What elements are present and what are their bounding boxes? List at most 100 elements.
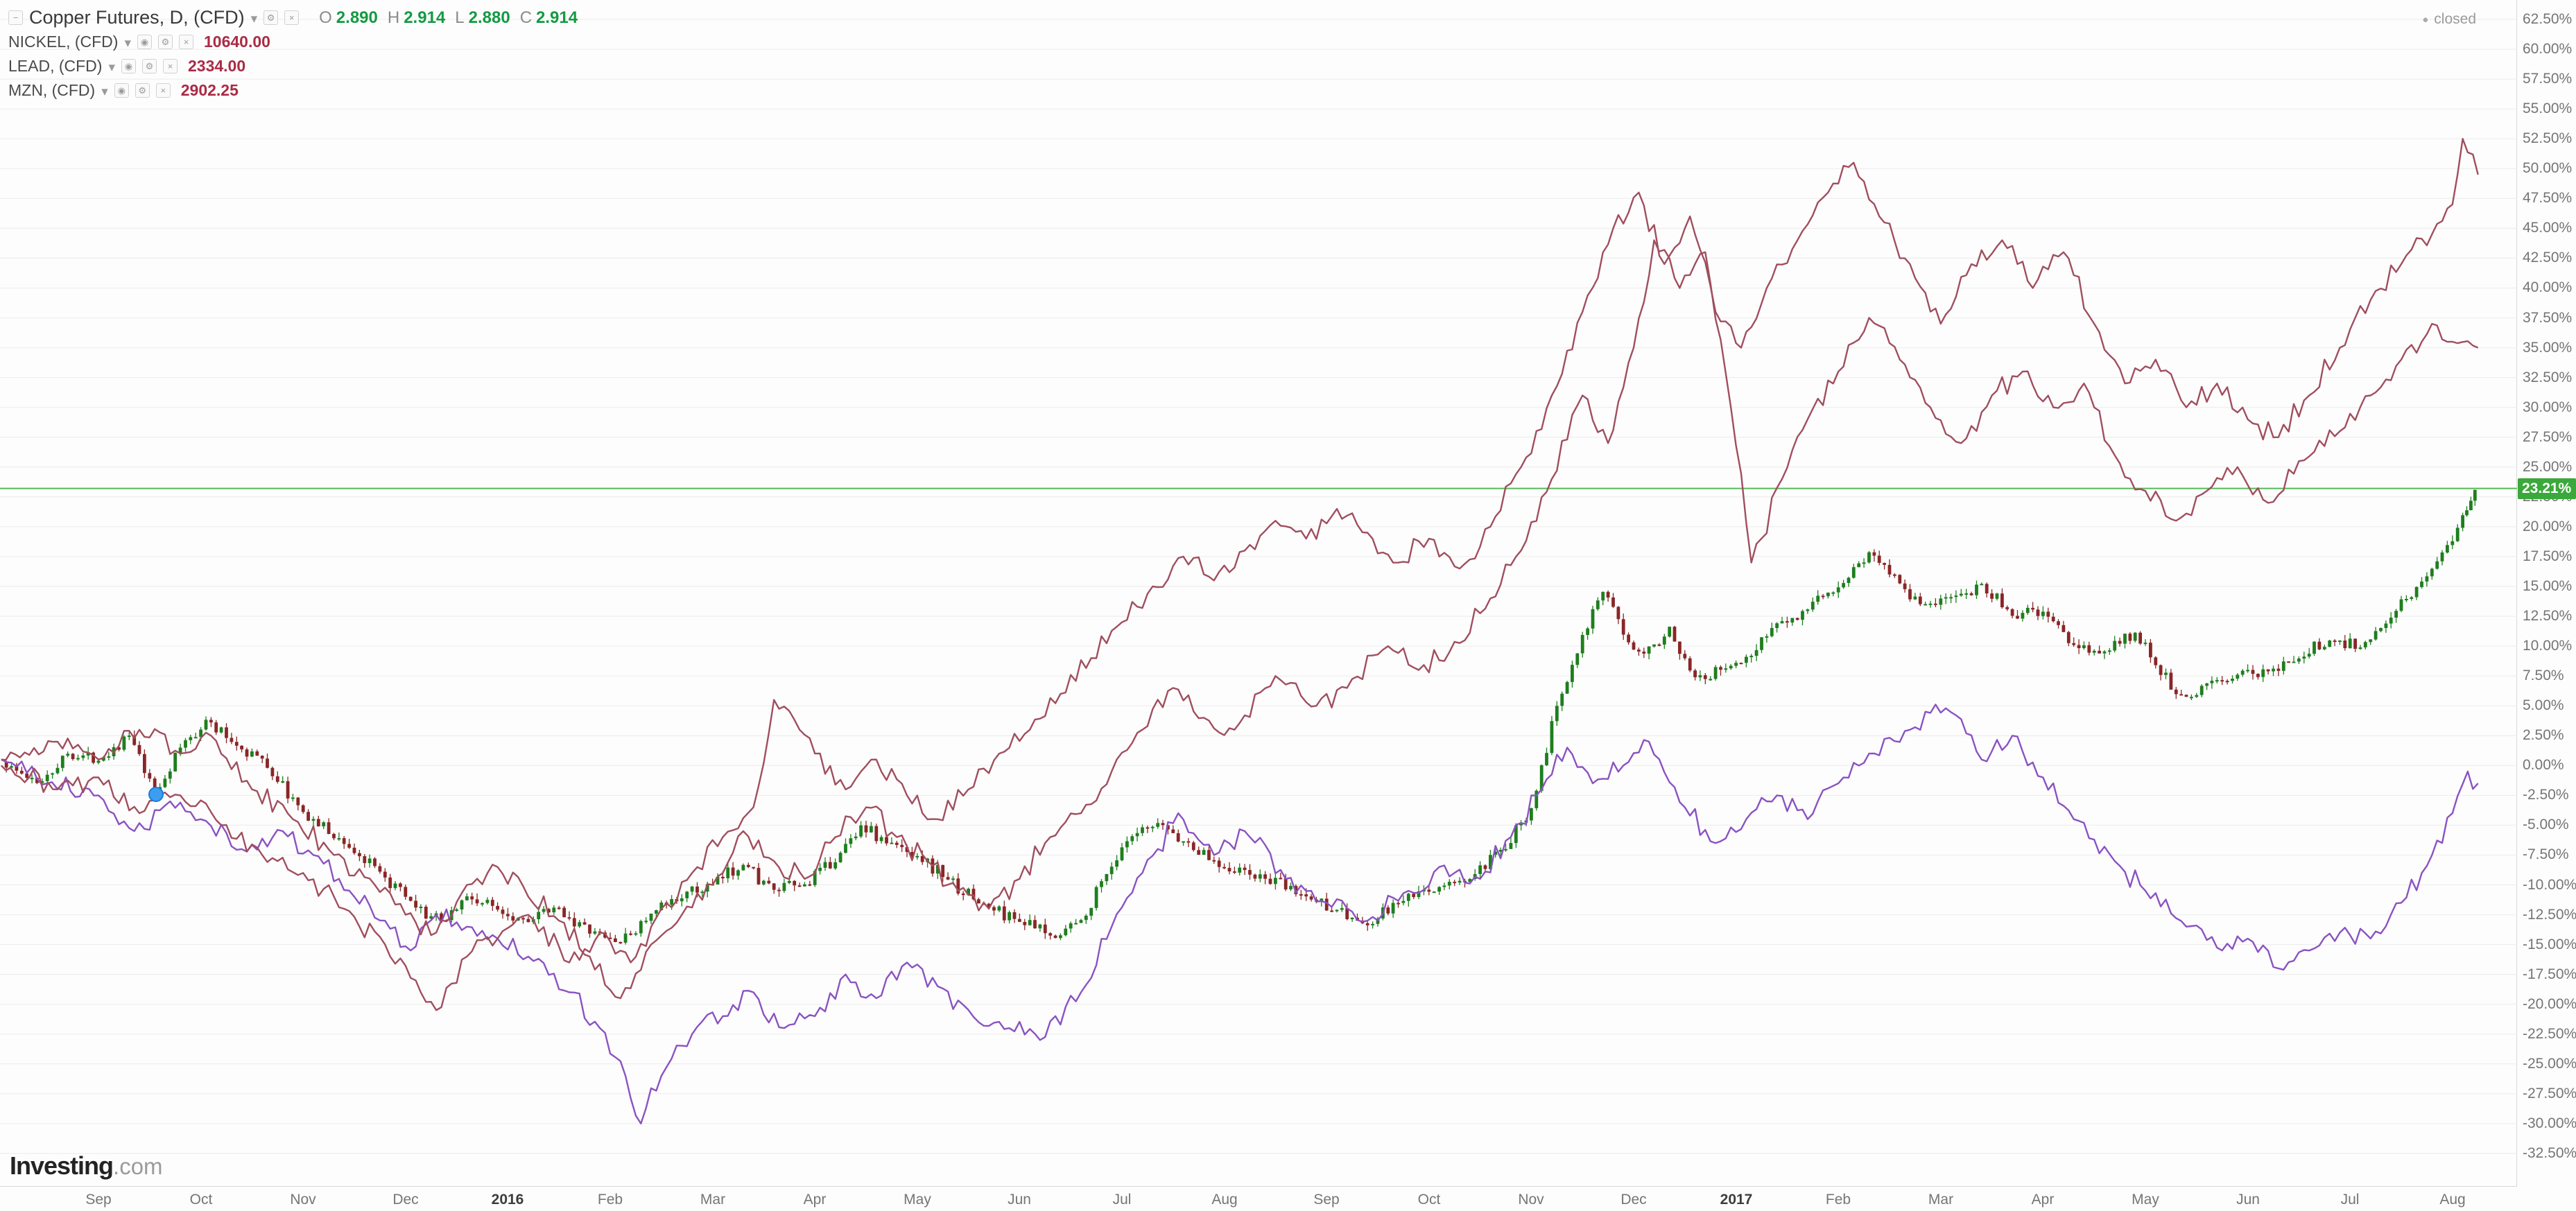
settings-icon[interactable]: ⚙ [263, 10, 279, 25]
time-axis-label: 2017 [1720, 1192, 1753, 1208]
time-axis-label: Jul [1112, 1192, 1132, 1208]
main-symbol-title: Copper Futures, D, (CFD) [29, 7, 245, 28]
price-axis-label: -17.50% [2523, 966, 2576, 982]
price-axis-label: 25.00% [2523, 459, 2573, 475]
time-axis-label: Feb [597, 1192, 623, 1208]
high-value: 2.914 [404, 8, 446, 27]
price-axis-label: 62.50% [2523, 11, 2573, 27]
investing-logo[interactable]: Investing.com [10, 1151, 163, 1180]
price-axis-label: 20.00% [2523, 519, 2573, 534]
status-dot-icon: ● [2422, 13, 2429, 26]
open-value: 2.890 [336, 8, 378, 27]
time-axis-label: Mar [1928, 1192, 1954, 1208]
price-axis-label: -10.00% [2523, 877, 2576, 893]
price-axis-label: 60.00% [2523, 41, 2573, 57]
series-marker-dot[interactable] [148, 787, 164, 802]
logo-brand-text: Investing [10, 1151, 114, 1180]
close-icon[interactable]: × [284, 10, 300, 25]
visibility-icon[interactable]: ◉ [121, 59, 136, 73]
price-axis-label: 57.50% [2523, 71, 2573, 87]
time-axis-label: Oct [1417, 1192, 1441, 1208]
price-axis-label: 30.00% [2523, 399, 2573, 415]
time-axis-label: Aug [2439, 1192, 2466, 1208]
market-status-badge: ● closed [2422, 11, 2476, 28]
price-axis-label: 12.50% [2523, 608, 2573, 624]
time-axis-label: 2016 [491, 1192, 524, 1208]
price-axis-label: 2.50% [2523, 727, 2564, 743]
open-label: O [319, 8, 332, 27]
price-axis-label: 42.50% [2523, 250, 2573, 265]
close-icon[interactable]: × [155, 83, 171, 98]
price-axis-label: 0.00% [2523, 757, 2564, 773]
logo-suffix-text: .com [113, 1153, 163, 1179]
close-label: C [519, 8, 533, 27]
price-axis-label: -32.50% [2523, 1145, 2576, 1161]
visibility-icon[interactable]: ◉ [137, 35, 152, 49]
time-axis-label: Apr [2031, 1192, 2055, 1208]
overlay-value-nickel: 10640.00 [204, 33, 270, 51]
time-axis-label: Sep [1313, 1192, 1340, 1208]
time-axis[interactable]: Sep Oct Nov Dec 2016 Feb Mar Apr May Jun Jul Aug Sep… [0, 1187, 2517, 1211]
settings-icon[interactable]: ⚙ [135, 83, 150, 98]
time-axis-label: Nov [290, 1192, 316, 1208]
collapse-chart-icon[interactable]: − [8, 10, 23, 25]
last-price-tag: 23.21% [2518, 478, 2576, 499]
overlay-value-mzn: 2902.25 [180, 81, 239, 99]
overlay-symbol-nickel: NICKEL, (CFD) [8, 33, 119, 51]
visibility-icon[interactable]: ◉ [114, 83, 129, 98]
time-axis-label: Feb [1825, 1192, 1851, 1208]
price-axis-label: -5.00% [2523, 817, 2569, 833]
price-chart-plot: − Copper Futures, D, (CFD) ▾ ⚙ × O 2.890 … [0, 0, 2517, 1187]
time-axis-label: Apr [803, 1192, 827, 1208]
close-icon[interactable]: × [179, 35, 193, 49]
price-axis-label: 45.00% [2523, 220, 2573, 236]
price-axis-label: -22.50% [2523, 1026, 2576, 1042]
series-nickel-line [1, 704, 2479, 1125]
price-axis-label: -15.00% [2523, 936, 2576, 952]
price-axis-label: 47.50% [2523, 190, 2573, 206]
legend-row-lead[interactable]: LEAD, (CFD) ▾ ◉ ⚙ × 2334.00 [8, 54, 578, 78]
close-icon[interactable]: × [163, 59, 178, 73]
ohlc-readout: O 2.890 H 2.914 L 2.880 C 2.914 [313, 8, 578, 28]
chart-canvas[interactable] [0, 0, 2517, 1187]
price-axis-label: 5.00% [2523, 697, 2564, 713]
high-label: H [387, 8, 400, 27]
chevron-down-icon[interactable]: ▾ [124, 35, 131, 51]
chevron-down-icon[interactable]: ▾ [250, 11, 258, 26]
time-axis-label: Sep [85, 1192, 112, 1208]
price-axis-label: 10.00% [2523, 638, 2573, 654]
price-axis-label: 32.50% [2523, 369, 2573, 385]
price-axis[interactable]: 62.50% 60.00% 57.50% 55.00% 52.50% 50.00% 47.5… [2518, 0, 2576, 1187]
price-axis-label: 35.00% [2523, 340, 2573, 356]
chevron-down-icon[interactable]: ▾ [108, 60, 115, 75]
price-axis-label: -25.00% [2523, 1056, 2576, 1072]
legend-row-nickel[interactable]: NICKEL, (CFD) ▾ ◉ ⚙ × 10640.00 [8, 30, 578, 54]
time-axis-label: Dec [1620, 1192, 1647, 1208]
price-axis-label: 52.50% [2523, 130, 2573, 146]
overlay-value-lead: 2334.00 [188, 57, 246, 75]
overlay-symbol-mzn: MZN, (CFD) [8, 81, 96, 99]
price-axis-label: -7.50% [2523, 846, 2569, 862]
series-lead-line [1, 239, 2479, 1000]
overlay-symbol-lead: LEAD, (CFD) [8, 57, 103, 75]
price-axis-label: 50.00% [2523, 160, 2573, 176]
chevron-down-icon[interactable]: ▾ [101, 84, 108, 99]
price-axis-label: 55.00% [2523, 101, 2573, 116]
low-label: L [455, 8, 465, 27]
price-axis-label: 27.50% [2523, 429, 2573, 445]
close-value: 2.914 [536, 8, 578, 27]
legend-row-mzn[interactable]: MZN, (CFD) ▾ ◉ ⚙ × 2902.25 [8, 78, 578, 103]
time-axis-label: Aug [1211, 1192, 1238, 1208]
time-axis-label: Nov [1518, 1192, 1544, 1208]
series-mzn-line [0, 138, 2479, 1011]
status-text: closed [2434, 11, 2476, 27]
time-axis-label: Oct [189, 1192, 213, 1208]
time-axis-label: Mar [700, 1192, 726, 1208]
time-axis-label: Jun [1008, 1192, 1031, 1208]
settings-icon[interactable]: ⚙ [158, 35, 173, 49]
settings-icon[interactable]: ⚙ [142, 59, 157, 73]
series-copper-candles-up [10, 489, 2477, 943]
chart-legend: − Copper Futures, D, (CFD) ▾ ⚙ × O 2.890 … [8, 6, 578, 103]
legend-row-main[interactable]: − Copper Futures, D, (CFD) ▾ ⚙ × O 2.890 … [8, 6, 578, 30]
